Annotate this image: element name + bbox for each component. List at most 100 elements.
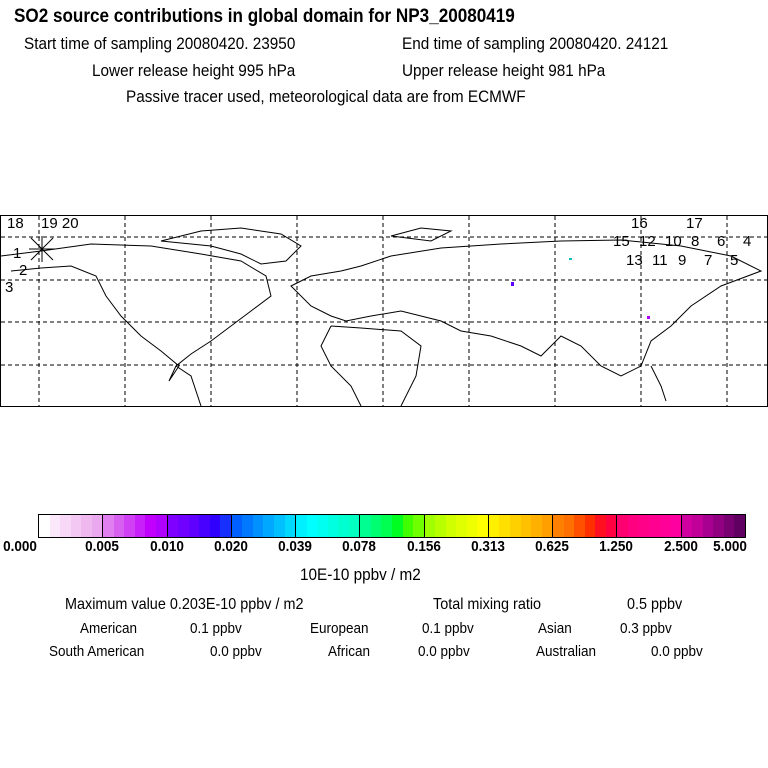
colorbar-shade — [466, 515, 478, 537]
concentration-cell — [511, 282, 514, 286]
start-time: Start time of sampling 20080420. 23950 — [24, 34, 296, 53]
colorbar-shade — [199, 515, 210, 537]
colorbar-segment — [553, 515, 618, 537]
colorbar-shade — [702, 515, 714, 537]
colorbar-shade — [520, 515, 532, 537]
colorbar-shade — [681, 515, 693, 537]
colorbar-segment — [103, 515, 168, 537]
total-mixing-ratio-label: Total mixing ratio — [433, 596, 542, 613]
colorbar-shade — [402, 515, 414, 537]
colorbar-shade — [103, 515, 114, 537]
colorbar-shade — [670, 515, 681, 537]
colorbar-shade — [713, 515, 724, 537]
colorbar-shade — [70, 515, 82, 537]
colorbar-shade — [381, 515, 392, 537]
region-value: 0.3 ppbv — [620, 620, 672, 637]
data-source-note: Passive tracer used, meteorological data… — [126, 87, 526, 106]
colorbar-shade — [81, 515, 92, 537]
colorbar-shade — [424, 515, 436, 537]
colorbar-shade — [220, 515, 231, 537]
trajectory-label: 12 — [639, 233, 656, 250]
region-value: 0.0 ppbv — [210, 643, 262, 660]
colorbar-shade — [649, 515, 660, 537]
trajectory-label: 9 — [678, 252, 687, 269]
colorbar-shade — [317, 515, 328, 537]
colorbar-shade — [188, 515, 200, 537]
colorbar-shade — [327, 515, 339, 537]
colorbar-unit: 10E-10 ppbv / m2 — [300, 565, 421, 584]
colorbar-tick-label: 0.625 — [535, 538, 569, 555]
trajectory-label: 11 — [652, 252, 668, 269]
colorbar — [38, 514, 746, 538]
trajectory-label: 3 — [5, 279, 14, 296]
colorbar-tick-label: 5.000 — [713, 538, 747, 555]
colorbar-segment — [360, 515, 425, 537]
colorbar-shade — [563, 515, 575, 537]
colorbar-segment — [167, 515, 232, 537]
colorbar-shade — [723, 515, 735, 537]
region-name: African — [328, 643, 371, 660]
colorbar-shade — [167, 515, 179, 537]
colorbar-shade — [263, 515, 274, 537]
colorbar-tick-label: 0.000 — [3, 538, 37, 555]
colorbar-shade — [734, 515, 745, 537]
colorbar-shade — [574, 515, 585, 537]
colorbar-tick-label: 0.039 — [278, 538, 312, 555]
colorbar-shade — [435, 515, 446, 537]
colorbar-shade — [60, 515, 71, 537]
colorbar-shade — [91, 515, 103, 537]
colorbar-shade — [252, 515, 264, 537]
colorbar-tick-label: 1.250 — [599, 538, 633, 555]
colorbar-shade — [413, 515, 424, 537]
colorbar-tick-label: 0.010 — [150, 538, 184, 555]
colorbar-shade — [284, 515, 296, 537]
colorbar-segment — [617, 515, 682, 537]
trajectory-label: 10 — [665, 233, 682, 250]
colorbar-shade — [541, 515, 553, 537]
colorbar-shade — [231, 515, 243, 537]
colorbar-shade — [348, 515, 360, 537]
colorbar-tick-label: 0.005 — [85, 538, 119, 555]
lower-release-height: Lower release height 995 hPa — [92, 61, 296, 80]
release-site-marker — [29, 236, 55, 262]
colorbar-shade — [156, 515, 167, 537]
colorbar-shade — [273, 515, 285, 537]
trajectory-label: 2 — [19, 262, 28, 279]
trajectory-label: 17 — [686, 215, 703, 232]
colorbar-shade — [692, 515, 703, 537]
trajectory-label: 7 — [704, 252, 713, 269]
colorbar-shade — [659, 515, 671, 537]
colorbar-shade — [124, 515, 135, 537]
trajectory-label: 5 — [730, 252, 739, 269]
region-name: European — [310, 620, 369, 637]
region-name: Asian — [538, 620, 572, 637]
colorbar-shade — [145, 515, 156, 537]
region-name: Australian — [536, 643, 597, 660]
colorbar-shade — [296, 515, 307, 537]
region-value: 0.1 ppbv — [422, 620, 474, 637]
concentration-cell — [647, 316, 650, 319]
region-value: 0.0 ppbv — [418, 643, 470, 660]
trajectory-label: 13 — [626, 252, 643, 269]
colorbar-shade — [499, 515, 510, 537]
colorbar-segment — [296, 515, 361, 537]
colorbar-shade — [338, 515, 349, 537]
colorbar-shade — [488, 515, 500, 537]
total-mixing-ratio-value: 0.5 ppbv — [627, 596, 683, 613]
region-value: 0.0 ppbv — [651, 643, 703, 660]
region-name: South American — [49, 643, 145, 660]
trajectory-label: 1 — [13, 245, 22, 262]
colorbar-shade — [531, 515, 542, 537]
world-map: 18 19 20 1 2 3 16 17 15 13 12 11 10 9 8 … — [0, 215, 768, 407]
colorbar-segment — [231, 515, 297, 537]
upper-release-height: Upper release height 981 hPa — [402, 61, 606, 80]
colorbar-shade — [456, 515, 467, 537]
colorbar-tick-label: 2.500 — [664, 538, 698, 555]
graticule — [1, 216, 767, 406]
colorbar-segment — [681, 515, 745, 537]
colorbar-shade — [360, 515, 371, 537]
colorbar-shade — [306, 515, 318, 537]
colorbar-tick-label: 0.313 — [471, 538, 505, 555]
colorbar-shade — [627, 515, 639, 537]
